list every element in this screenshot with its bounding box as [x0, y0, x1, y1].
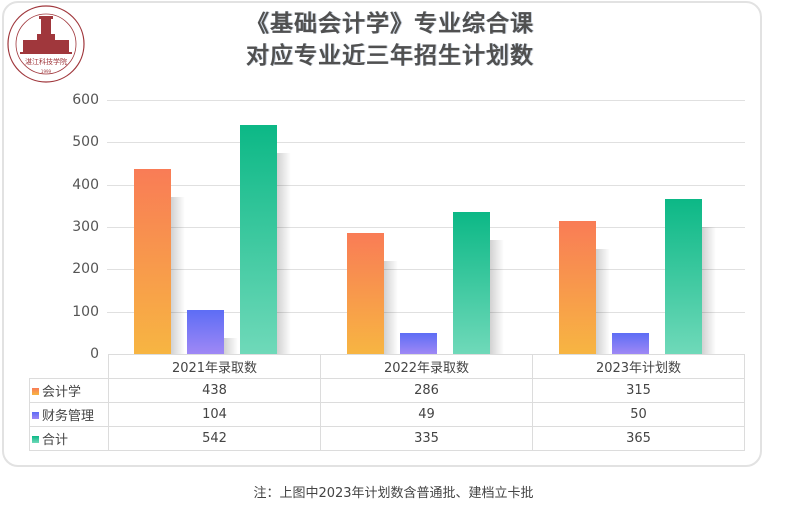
legend-swatch: [32, 412, 39, 419]
gridline: [107, 227, 745, 228]
legend-swatch: [32, 388, 39, 395]
gridline: [107, 185, 745, 186]
table-cell: 286: [320, 378, 533, 403]
bar-shadow: [277, 152, 291, 354]
table-cell: 335: [320, 426, 533, 451]
gridline: [107, 142, 745, 143]
gridline: [107, 312, 745, 313]
bar-shadow: [489, 240, 504, 354]
y-tick: 200: [72, 261, 99, 277]
table-cell: 315: [532, 378, 745, 403]
bar[interactable]: [559, 220, 597, 354]
table-cell: 104: [108, 402, 321, 427]
bar-shadow: [702, 227, 717, 354]
chart-title: 《基础会计学》专业综合课 对应专业近三年招生计划数: [180, 8, 600, 72]
bar-shadow: [171, 196, 185, 354]
legend-item[interactable]: 合计: [29, 426, 109, 451]
bar[interactable]: [612, 332, 650, 354]
bar-shadow: [383, 260, 398, 354]
table-row: 财务管理 104 49 50: [29, 402, 745, 427]
logo-year: 1999: [41, 69, 52, 74]
table-row: 会计学 438 286 315: [29, 378, 745, 403]
column-header: 2021年录取数: [108, 354, 321, 379]
gridline: [107, 100, 745, 101]
legend-item[interactable]: 财务管理: [29, 402, 109, 427]
data-table: 2021年录取数 2022年录取数 2023年计划数 会计学 438 286 3…: [29, 354, 745, 451]
table-cell: 50: [532, 402, 745, 427]
table-corner: [29, 354, 109, 379]
table-cell: 542: [108, 426, 321, 451]
column-header: 2022年录取数: [320, 354, 533, 379]
legend-swatch: [32, 436, 39, 443]
bar[interactable]: [240, 124, 277, 354]
series-name: 财务管理: [42, 409, 95, 424]
bar[interactable]: [187, 309, 224, 354]
series-name: 会计学: [42, 385, 82, 400]
column-header: 2023年计划数: [532, 354, 745, 379]
bar[interactable]: [665, 199, 703, 354]
y-tick: 300: [72, 219, 99, 235]
table-header-row: 2021年录取数 2022年录取数 2023年计划数: [29, 354, 745, 379]
bar[interactable]: [134, 168, 171, 354]
bar[interactable]: [452, 212, 490, 354]
table-cell: 49: [320, 402, 533, 427]
chart-title-line2: 对应专业近三年招生计划数: [246, 42, 534, 69]
gridline: [107, 269, 745, 270]
bar[interactable]: [399, 333, 437, 354]
chart-title-line1: 《基础会计学》专业综合课: [246, 10, 534, 37]
y-tick: 500: [72, 134, 99, 150]
footnote: 注：上图中2023年计划数含普通批、建档立卡批: [253, 486, 534, 501]
y-tick: 600: [72, 92, 99, 108]
bar-shadow: [224, 337, 238, 354]
series-name: 合计: [42, 433, 69, 448]
bar-shadow: [596, 248, 611, 354]
y-tick: 400: [72, 177, 99, 193]
y-tick: 0: [90, 346, 99, 362]
table-cell: 438: [108, 378, 321, 403]
university-logo: 湛江科技学院 1999: [7, 5, 85, 83]
logo-name: 湛江科技学院: [25, 57, 67, 66]
y-tick: 100: [72, 304, 99, 320]
bar[interactable]: [346, 232, 384, 354]
table-row: 合计 542 335 365: [29, 426, 745, 451]
table-cell: 365: [532, 426, 745, 451]
legend-item[interactable]: 会计学: [29, 378, 109, 403]
